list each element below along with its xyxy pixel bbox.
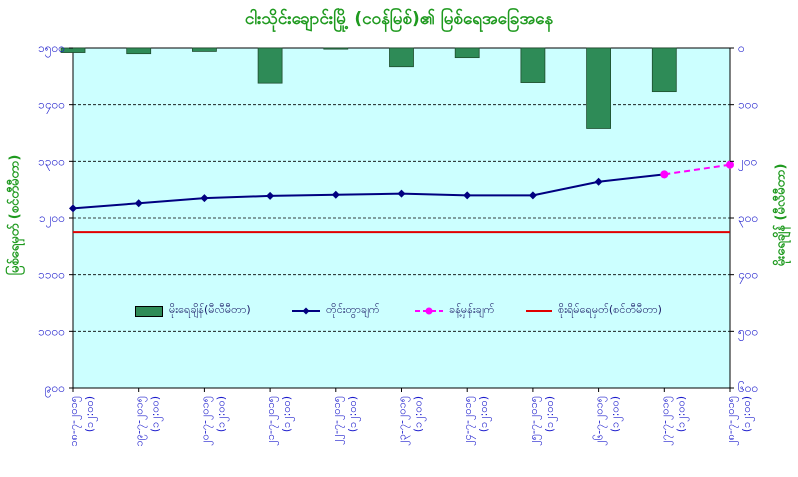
y-right-axis-label-wrap: မိုးရေချိန် (မီလီမီတာ)	[772, 164, 792, 267]
forecast-line	[664, 163, 731, 176]
rain-bar	[454, 47, 480, 59]
y-right-tick-label: ၃၀၀	[738, 211, 758, 228]
y-right-tick-label: ၅၀၀	[738, 324, 758, 341]
measured-point	[331, 190, 340, 199]
measured-point	[200, 194, 209, 203]
x-category-label: ၂၂-၇-၂၀၁၅ (၁၂:၀၀)	[330, 396, 361, 445]
x-category-label: ၂၈-၇-၂၀၁၅ (၁၂:၀၀)	[724, 396, 755, 446]
y-right-tick-label: ၄၀၀	[738, 268, 758, 285]
legend-measured-swatch	[292, 307, 320, 315]
y-left-tick-label: ၁၃၀၀	[38, 154, 65, 171]
y-left-tick-label: ၁၀၀၀	[38, 324, 65, 338]
measured-line	[72, 173, 665, 210]
x-category-label: ၂၄-၇-၂၀၁၅ (၁၂:၀၀)	[461, 396, 492, 446]
y-right-tick-label: ၂၀၀	[738, 154, 757, 171]
y-right-tick-label: ၁၀၀	[738, 98, 758, 112]
y-right-tick-label: ၀	[738, 41, 745, 55]
legend-forecast-label: ခန့်မှန်းချက်	[449, 303, 495, 316]
legend-measured: တိုင်းတွာချက်	[292, 301, 380, 321]
y-left-tick-label: ၁၂၀၀	[39, 211, 65, 228]
rain-bars	[60, 47, 677, 129]
rain-bar	[323, 47, 349, 50]
y-left-tick-label: ၉၀၀	[45, 381, 65, 398]
rain-bar	[651, 47, 677, 93]
y-right-tick-label: ၆၀၀	[738, 380, 758, 395]
y-left-tick-label: ၁၅၀၀	[38, 41, 65, 58]
x-category-label: ၂၀-၇-၂၀၁၅ (၁၂:၀၀)	[198, 396, 229, 446]
series-lines	[69, 160, 734, 234]
legend-forecast-swatch	[415, 307, 443, 315]
legend-rain-swatch	[135, 305, 163, 317]
measured-point	[69, 204, 77, 213]
y-left-axis-label: မြစ်ရေမှတ် (စင်တီမီတာ)	[7, 154, 23, 276]
y-right-axis-label: မိုးရေချိန် (မီလီမီတာ)	[773, 163, 789, 267]
measured-point	[266, 191, 275, 200]
measured-point	[463, 191, 472, 200]
x-category-label: ၂၇-၇-၂၀၁၅ (၁၂:၀၀)	[658, 396, 689, 446]
x-category-label: ၁၉-၇-၂၀၁၅ (၁၂:၀၀)	[133, 396, 164, 446]
chart-title: ငါးသိုင်းချောင်းမြို့ (ငဝန်မြစ်)၏ မြစ်ရေ…	[244, 9, 554, 29]
forecast-point	[726, 160, 734, 169]
x-axis-labels: ၁၈-၇-၂၀၁၅ (၁၂:၀၀) ၁၉-၇-၂၀၁၅ (၁၂:၀၀) ၂၀-၇-၂၀၁…	[67, 388, 755, 447]
legend-rain-label: မိုးရေချိန်(မီလီမီတာ)	[169, 303, 251, 316]
measured-point	[134, 199, 143, 208]
plot-area	[72, 47, 731, 389]
legend-measured-label: တိုင်းတွာချက်	[326, 303, 380, 316]
y-left-tick-label: ၁၄၀၀	[38, 98, 65, 115]
x-category-label: ၂၅-၇-၂၀၁၅ (၁၂:၀၀)	[527, 396, 558, 446]
rain-bar	[389, 47, 414, 68]
legend-rain: မိုးရေချိန်(မီလီမီတာ)	[135, 301, 251, 321]
measured-point	[528, 191, 537, 200]
rain-bar	[520, 47, 546, 83]
rain-bar	[191, 47, 217, 52]
x-category-label: ၁၈-၇-၂၀၁၅ (၁၂:၀၀)	[67, 396, 98, 447]
legend-warning: စိုးရိမ်ရေမှတ်(စင်တီမီတာ)	[526, 301, 662, 321]
rain-bar	[257, 47, 283, 84]
x-category-label: ၂၃-၇-၂၀၁၅ (၁၂:၀၀)	[396, 396, 427, 446]
y-left-axis-label-wrap: မြစ်ရေမှတ် (စင်တီမီတာ)	[6, 155, 26, 276]
rain-bar	[586, 47, 611, 129]
legend-forecast: ခန့်မှန်းချက်	[415, 301, 494, 321]
x-category-label: ၂၆-၇-၂၀၁၅ (၁၂:၀၀)	[593, 396, 624, 446]
legend-warning-label: စိုးရိမ်ရေမှတ်(စင်တီမီတာ)	[558, 303, 662, 316]
measured-point	[397, 189, 406, 198]
x-category-label: ၂၁-၇-၂၀၁၅ (၁၂:၀၀)	[264, 396, 295, 446]
y-left-tick-label: ၁၁၀၀	[38, 268, 65, 282]
grid-lines	[73, 104, 730, 332]
left-axis-ticks: ၉၀၀ ၁၀၀၀ ၁၁၀၀ ၁၂၀၀ ၁၃၀၀ ၁၄၀၀ ၁၅၀၀	[38, 41, 73, 398]
rain-bar	[126, 47, 152, 55]
forecast-point	[660, 170, 669, 179]
legend-warning-swatch	[526, 310, 552, 312]
measured-point	[594, 177, 603, 186]
